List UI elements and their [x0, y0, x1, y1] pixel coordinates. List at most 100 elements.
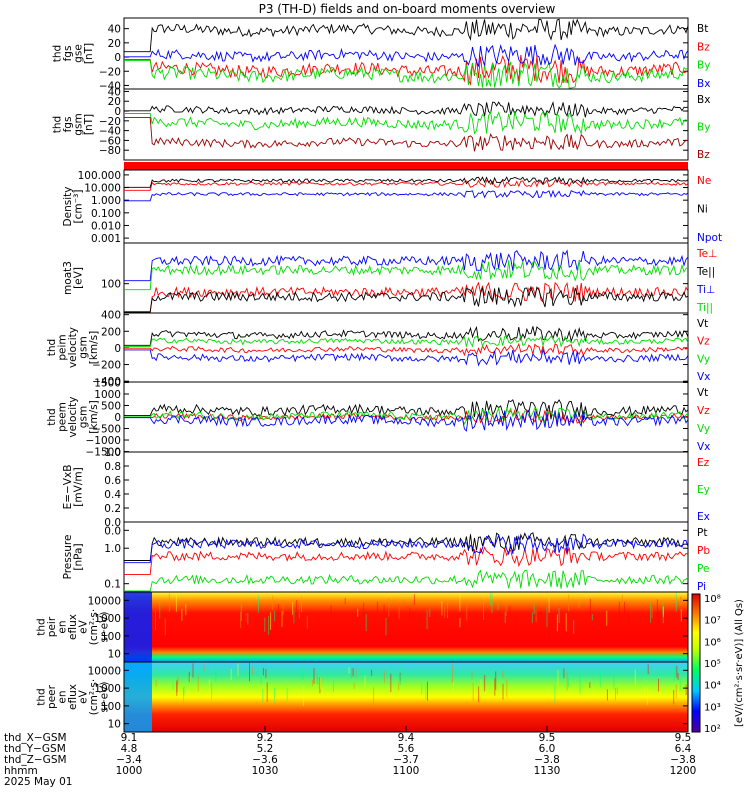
spectrogram-streak: [172, 682, 174, 690]
spectrogram-streak: [376, 601, 378, 613]
x-axis-value: 6.0: [539, 743, 556, 755]
spectrogram-streak: [494, 678, 496, 696]
spectrogram-streak: [662, 606, 664, 618]
y-tick-label: 10000: [88, 595, 121, 607]
spectrogram-streak: [578, 601, 580, 609]
colorbar-scale: [691, 593, 701, 733]
spectrogram-streak: [568, 677, 570, 688]
spectrogram-streak: [589, 598, 591, 619]
x-axis-value: −3.7: [393, 754, 419, 766]
spectrogram-streak: [502, 670, 504, 678]
spectrogram-streak: [292, 602, 294, 615]
y-tick-label: 100: [101, 279, 121, 291]
y-tick-label: 1000: [94, 683, 121, 695]
spectrogram-streak: [188, 671, 190, 683]
spectrogram-streak: [155, 679, 157, 687]
colorbar-tick-label: 10⁸: [704, 594, 721, 605]
spectrogram-streak: [606, 610, 608, 626]
y-axis-label: [mV/m]: [72, 467, 84, 506]
spectrogram-streak: [563, 668, 565, 679]
spectrogram-streak: [260, 676, 262, 685]
spectrogram-streak: [245, 615, 247, 636]
y-tick-label: 0: [114, 52, 121, 64]
spectrogram-fill: [124, 592, 688, 662]
y-tick-label: 0.6: [104, 475, 121, 487]
spectrogram-streak: [383, 670, 385, 684]
y-tick-label: −200: [92, 360, 121, 372]
spectrogram-streak: [409, 608, 411, 621]
y-tick-label: 0: [114, 412, 121, 424]
spectrogram-streak: [208, 679, 210, 693]
x-axis-labels: thd_X−GSM 9.1 9.2 9.4 9.5 9.5 thd_Y−GSM 4.8 5.2 5…: [4, 726, 696, 788]
spectrogram-streak: [621, 594, 623, 606]
spectrogram-streak: [480, 679, 482, 690]
y-axis-label: [km/s]: [88, 400, 100, 434]
spectrogram-streak: [302, 666, 304, 680]
spectrogram-streak: [573, 619, 575, 634]
series-trace: [124, 406, 689, 425]
y-tick-label: 0: [114, 106, 121, 118]
spectrogram-streak: [628, 614, 629, 624]
spectrogram-streak: [237, 663, 239, 677]
y-tick-label: 40: [108, 86, 121, 98]
y-axis-label: thd: [46, 339, 58, 356]
spectrogram-streak: [280, 611, 282, 627]
y-tick-label: 0.1: [104, 579, 121, 591]
spectrogram-streak: [676, 665, 678, 678]
spectrogram-streak: [215, 663, 217, 683]
y-tick-label: 1.0: [104, 447, 121, 459]
y-axis-label: peem: [57, 402, 69, 432]
spectrogram-streak: [618, 601, 620, 622]
spectrogram-streak: [197, 675, 199, 692]
spectrogram-streak: [353, 682, 355, 689]
spectrogram-streak: [262, 667, 264, 676]
spectrogram-streak: [183, 687, 184, 704]
x-axis-value: 9.5: [539, 732, 556, 744]
spectrogram-streak: [185, 604, 187, 616]
spectrogram-streak: [650, 603, 652, 623]
y-tick-label: 1000: [94, 613, 121, 625]
y-tick-label: 1000: [94, 389, 121, 401]
legend-entry: Ey: [697, 484, 710, 496]
x-axis-value: 5.6: [398, 743, 415, 755]
series-trace: [124, 54, 689, 86]
spectrogram-streak: [211, 682, 213, 700]
spectrogram-streak: [306, 615, 308, 629]
spectrogram-streak: [240, 612, 242, 629]
spectrogram-streak: [252, 666, 254, 676]
series-trace: [124, 60, 689, 89]
spectrogram-streak: [159, 603, 161, 619]
spectrogram-streak: [181, 608, 183, 622]
panel-7: 0.0 1.0 0.1 Pressure[nPa] Pt Pb Pe Pi: [62, 521, 710, 593]
spectrogram-streak: [266, 682, 268, 702]
y-tick-label: 100.000: [78, 170, 121, 182]
legend-entry: Vz: [697, 336, 710, 348]
spectrogram-streak: [459, 592, 461, 612]
spectrogram-streak: [685, 684, 687, 696]
spectrogram-streak: [183, 686, 185, 696]
y-tick-label: −20: [99, 66, 121, 78]
y-axis-label: (cm²·s·: [88, 679, 100, 715]
y-axis-label: sr·eV): [99, 682, 111, 713]
spectrogram-streak: [535, 609, 537, 622]
y-tick-label: 0.100: [91, 208, 121, 220]
spectrogram-streak: [298, 601, 300, 619]
spectrogram-streak: [489, 593, 491, 606]
spectrogram-streak: [355, 667, 357, 678]
panels-group: 40200−20−40thdfgsgse[nT]BtBzByBx40200−20…: [36, 17, 722, 733]
y-tick-label: −1000: [85, 435, 121, 447]
spectrogram-streak: [330, 605, 332, 618]
y-tick-label: 400: [101, 310, 121, 322]
y-axis-label: peer: [46, 684, 58, 709]
series-trace: [124, 179, 689, 191]
spectrogram-streak: [548, 597, 550, 613]
y-axis-label: thd: [51, 116, 63, 133]
spectrogram-streak: [282, 599, 284, 616]
y-tick-label: 100: [101, 701, 121, 713]
legend-entry: Bx: [697, 94, 710, 106]
series-trace: [124, 399, 689, 422]
colorbar-tick-label: 10⁷: [704, 616, 721, 627]
y-tick-label: 10: [108, 719, 121, 731]
y-tick-label: 0.2: [104, 503, 121, 515]
